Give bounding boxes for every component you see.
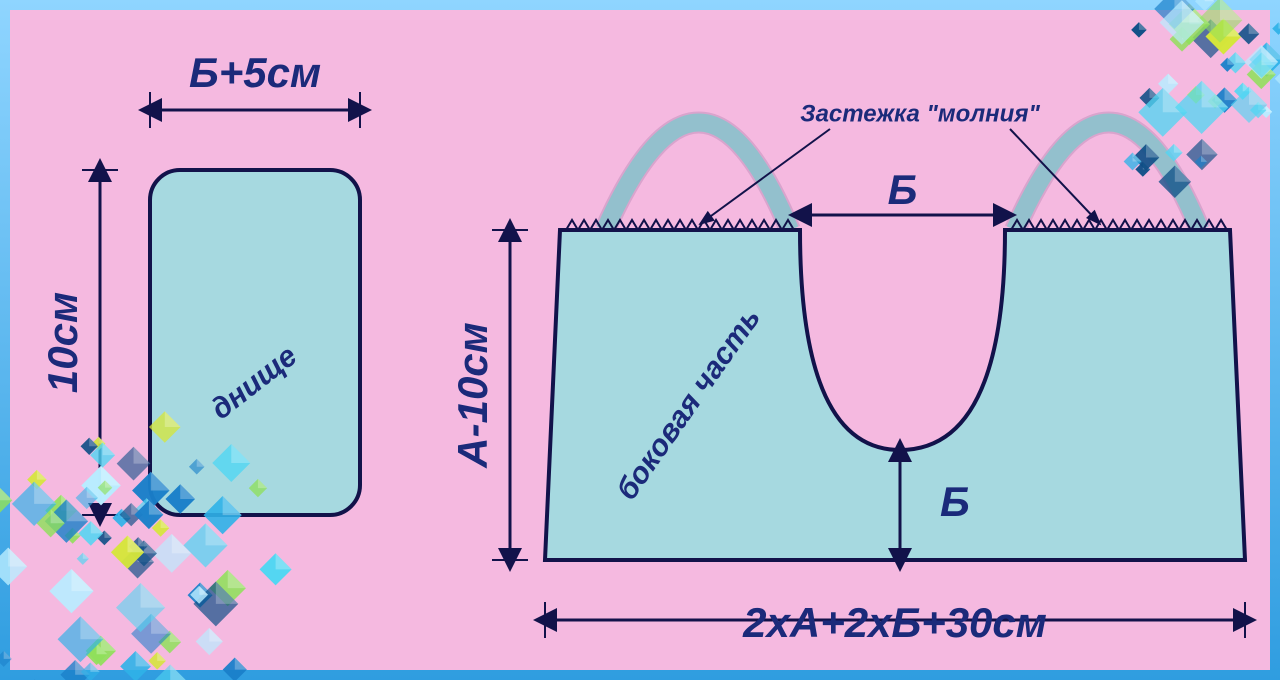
diagram-frame: Б+5см10смднище2xА+2xБ+30смА-10смББбокова… [0,0,1280,680]
dim-bottom-width: Б+5см [189,49,321,96]
bottom-piece [150,170,360,515]
dim-bottom-height: 10см [39,292,86,393]
dim-side-width: 2xА+2xБ+30см [742,599,1047,646]
dim-cut-width: Б [888,166,918,213]
label-zipper: Застежка "молния" [800,100,1040,127]
diagram-svg: Б+5см10смднище2xА+2xБ+30смА-10смББбокова… [0,0,1280,680]
dim-cut-height: Б [940,478,970,525]
dim-side-height: А-10см [449,322,496,468]
